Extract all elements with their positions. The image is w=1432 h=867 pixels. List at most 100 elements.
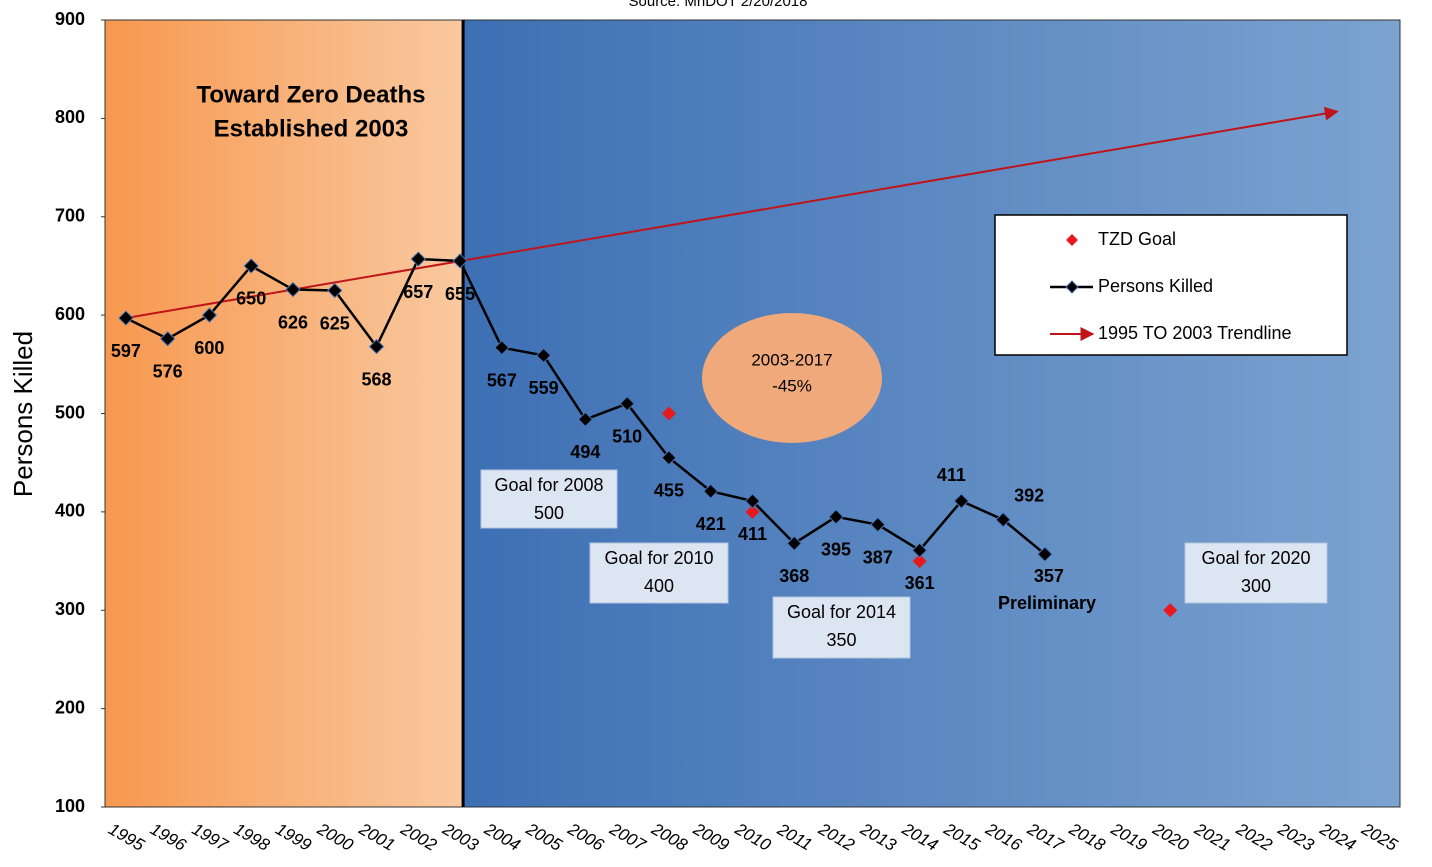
data-label: 411 — [937, 465, 966, 485]
y-axis-label: Persons Killed — [8, 331, 38, 497]
preliminary-label: Preliminary — [998, 593, 1096, 613]
x-tick-label: 2025 — [1358, 819, 1402, 855]
goal-text: Goal for 2010 — [604, 548, 713, 568]
data-point — [703, 483, 719, 499]
era-title: Established 2003 — [214, 115, 409, 142]
data-point — [619, 395, 635, 412]
data-point — [368, 338, 385, 355]
change-bubble — [702, 313, 882, 443]
data-point — [577, 411, 594, 428]
x-tick-label: 2006 — [564, 819, 608, 855]
goal-text: Goal for 2020 — [1201, 548, 1310, 568]
data-point — [912, 554, 927, 569]
x-tick-label: 2022 — [1232, 819, 1276, 855]
goal-text: 300 — [1241, 576, 1271, 596]
x-tick-label: 2009 — [689, 819, 733, 855]
x-tick-label: 1997 — [189, 819, 232, 855]
legend-label: TZD Goal — [1098, 229, 1176, 249]
legend-label: 1995 TO 2003 Trendline — [1098, 323, 1291, 343]
y-tick-label: 100 — [55, 796, 85, 816]
goal-text: 350 — [826, 630, 856, 650]
legend-marker — [1066, 234, 1078, 246]
x-tick-label: 2004 — [480, 819, 523, 855]
data-label: 494 — [570, 442, 600, 462]
x-tick-label: 2017 — [1023, 819, 1067, 855]
x-tick-label: 1995 — [105, 819, 148, 855]
legend-label: Persons Killed — [1098, 276, 1213, 296]
y-tick-label: 900 — [55, 9, 85, 29]
y-tick-label: 400 — [55, 501, 85, 521]
y-tick-label: 200 — [55, 697, 85, 717]
data-point — [953, 493, 970, 509]
data-label: 395 — [821, 540, 851, 560]
trendline — [125, 106, 1339, 320]
x-tick-label: 2016 — [982, 819, 1026, 855]
data-label: 626 — [278, 312, 308, 332]
data-point — [535, 347, 552, 364]
legend-box — [994, 214, 1348, 356]
goal-text: 500 — [534, 503, 564, 523]
data-label: 567 — [487, 370, 517, 390]
y-tick-label: 500 — [55, 402, 85, 422]
change-text: 2003-2017 — [751, 350, 832, 369]
goal-box — [480, 469, 618, 529]
data-label: 361 — [905, 573, 935, 593]
goal-text: Goal for 2008 — [494, 475, 603, 495]
x-tick-label: 2011 — [773, 819, 815, 854]
x-tick-label: 2002 — [397, 819, 441, 855]
era-after — [463, 20, 1400, 807]
data-label: 600 — [194, 338, 224, 358]
y-tick-label: 800 — [55, 107, 85, 127]
data-label: 597 — [111, 341, 141, 361]
x-tick-label: 2021 — [1191, 819, 1234, 855]
data-point — [327, 282, 343, 299]
data-point — [828, 509, 844, 525]
legend-marker — [1065, 280, 1079, 294]
data-point — [118, 310, 134, 326]
x-tick-label: 2024 — [1316, 819, 1359, 855]
data-point — [661, 406, 676, 421]
x-tick-label: 2014 — [898, 819, 941, 855]
data-point — [1037, 546, 1053, 562]
goal-box — [772, 596, 911, 659]
data-label: 559 — [529, 378, 559, 398]
x-tick-label: 2008 — [647, 819, 691, 855]
data-point — [159, 331, 176, 347]
data-point — [744, 493, 761, 509]
data-point — [786, 535, 802, 552]
x-tick-label: 2015 — [940, 819, 984, 855]
data-point — [911, 542, 928, 558]
data-label: 387 — [863, 547, 893, 567]
x-tick-label: 2013 — [856, 819, 900, 855]
data-label: 392 — [1014, 485, 1044, 505]
x-tick-label: 2005 — [522, 819, 566, 855]
x-tick-label: 2000 — [313, 819, 357, 855]
data-label: 657 — [403, 282, 433, 302]
data-label: 650 — [236, 289, 266, 309]
goal-box — [1184, 542, 1328, 604]
data-point — [285, 281, 301, 298]
data-label: 411 — [738, 524, 767, 544]
data-point — [661, 450, 677, 466]
x-tick-label: 1998 — [231, 819, 274, 855]
goal-text: Goal for 2014 — [787, 602, 896, 622]
data-label: 576 — [153, 361, 183, 381]
x-tick-label: 2001 — [355, 819, 398, 855]
data-label: 510 — [612, 426, 642, 446]
data-label: 421 — [696, 514, 726, 534]
y-tick-label: 300 — [55, 599, 85, 619]
x-tick-label: 2020 — [1149, 819, 1193, 855]
goal-box — [589, 542, 729, 604]
x-tick-label: 2012 — [815, 819, 859, 855]
x-tick-label: 2007 — [606, 819, 650, 855]
data-point — [1163, 603, 1178, 618]
data-point — [201, 307, 218, 323]
data-point — [410, 251, 427, 267]
data-point — [995, 512, 1011, 528]
source: Source: MnDOT 2/20/2018 — [629, 0, 808, 10]
data-label: 357 — [1034, 566, 1064, 586]
era-before — [105, 20, 464, 807]
y-tick-label: 700 — [55, 206, 85, 226]
data-point — [870, 516, 886, 533]
